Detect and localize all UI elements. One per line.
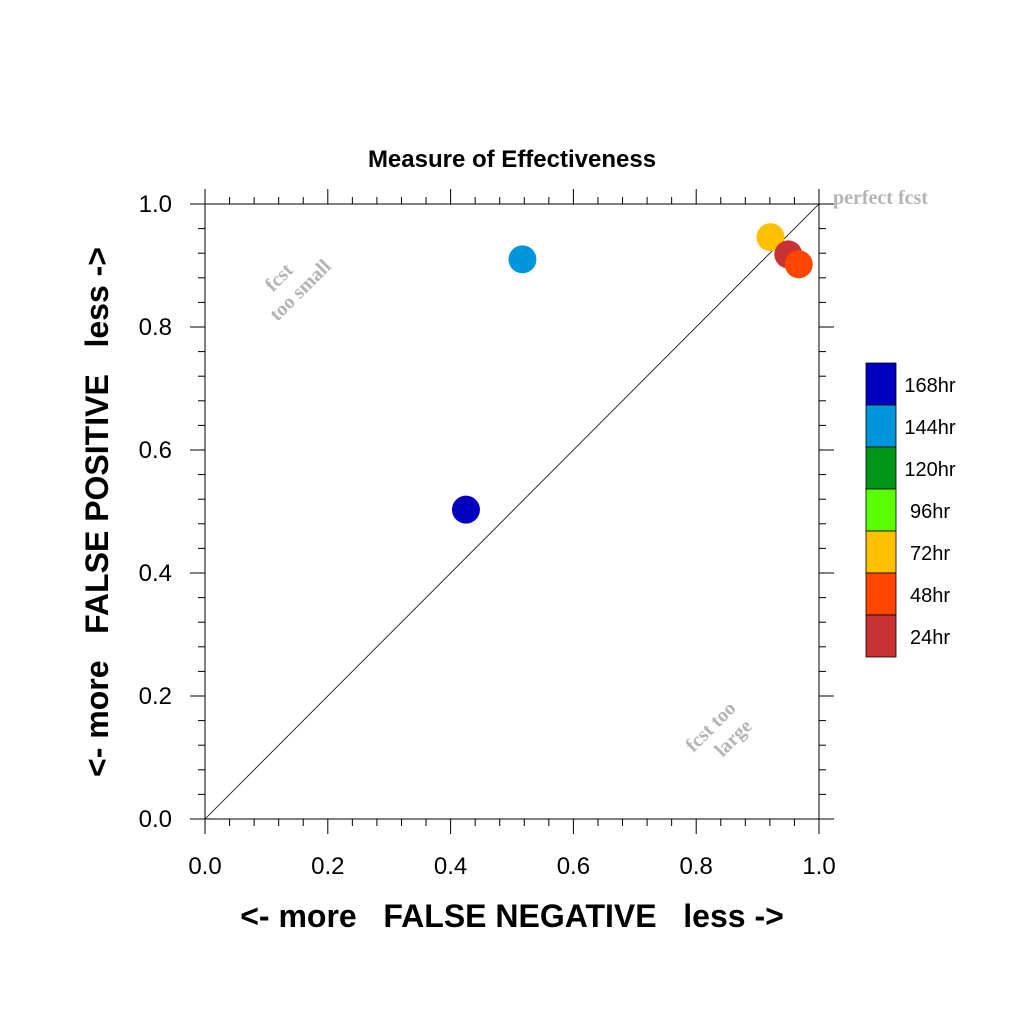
legend-swatch-120hr: [865, 446, 897, 490]
y-tick-label: 0.0: [139, 806, 172, 833]
annotation-perfect-fcst: perfect fcst: [833, 187, 928, 209]
legend-swatch-144hr: [865, 404, 897, 448]
legend-label-48hr: 48hr: [910, 585, 950, 607]
perfect-forecast-diagonal: [204, 203, 820, 820]
x-tick-label: 0.8: [680, 853, 713, 880]
point-48hr: [784, 250, 813, 279]
legend-label-144hr: 144hr: [904, 417, 955, 439]
x-tick-label: 1.0: [802, 853, 835, 880]
plot-border: [204, 203, 820, 820]
x-tick-label: 0.0: [188, 853, 221, 880]
axis-ticks: [190, 189, 834, 834]
legend-label-168hr: 168hr: [904, 375, 955, 397]
x-axis-label: <- more FALSE NEGATIVE less ->: [240, 898, 784, 934]
point-144hr: [508, 245, 537, 274]
y-tick-label: 1.0: [139, 191, 172, 218]
legend: 168hr 144hr 120hr 96hr 72hr 48hr 24hr: [865, 362, 956, 658]
legend-label-72hr: 72hr: [910, 543, 950, 565]
x-tick-label: 0.2: [311, 853, 344, 880]
legend-swatch-168hr: [865, 362, 897, 406]
annotation-too-small: fcst too small: [261, 255, 336, 325]
x-tick-label: 0.6: [557, 853, 590, 880]
tick-labels: 0.0 0.2 0.4 0.6 0.8 1.0 0.0 0.2 0.4 0.6 0.8 1.0: [139, 191, 836, 880]
plot-frame: [204, 203, 820, 820]
legend-swatch-48hr: [865, 572, 897, 616]
y-tick-label: 0.4: [139, 560, 172, 587]
legend-label-120hr: 120hr: [904, 459, 955, 481]
annotation-too-large: fcst too large: [681, 697, 756, 761]
y-tick-label: 0.8: [139, 314, 172, 341]
legend-swatch-24hr: [865, 614, 897, 658]
legend-label-24hr: 24hr: [910, 627, 950, 649]
point-168hr: [451, 495, 480, 524]
x-tick-label: 0.4: [434, 853, 467, 880]
point-72hr: [756, 223, 785, 252]
chart-title: Measure of Effectiveness: [368, 146, 656, 173]
y-axis-label: <- more FALSE POSITIVE less ->: [79, 247, 115, 777]
y-tick-label: 0.2: [139, 683, 172, 710]
legend-swatch-96hr: [865, 488, 897, 532]
data-points: [451, 223, 813, 524]
legend-label-96hr: 96hr: [910, 501, 950, 523]
y-tick-label: 0.6: [139, 437, 172, 464]
legend-swatch-72hr: [865, 530, 897, 574]
